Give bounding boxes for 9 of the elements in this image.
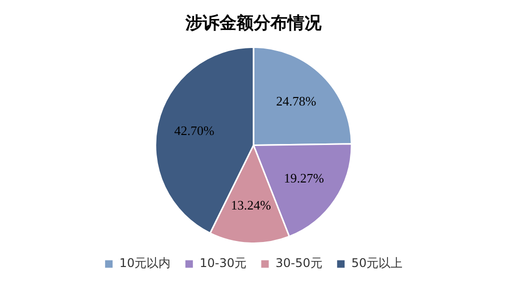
data-label: 24.78%: [276, 93, 316, 108]
data-label: 13.24%: [230, 197, 272, 212]
legend-label: 10-30元: [200, 256, 247, 270]
data-label: 19.27%: [284, 170, 324, 186]
data-label: 42.70%: [174, 122, 214, 138]
legend-label: 50元以上: [351, 256, 403, 270]
chart-title: 涉诉金额分布情况: [184, 14, 322, 34]
legend-label: 30-50元: [276, 256, 322, 270]
legend-label: 10元以内: [119, 256, 171, 270]
